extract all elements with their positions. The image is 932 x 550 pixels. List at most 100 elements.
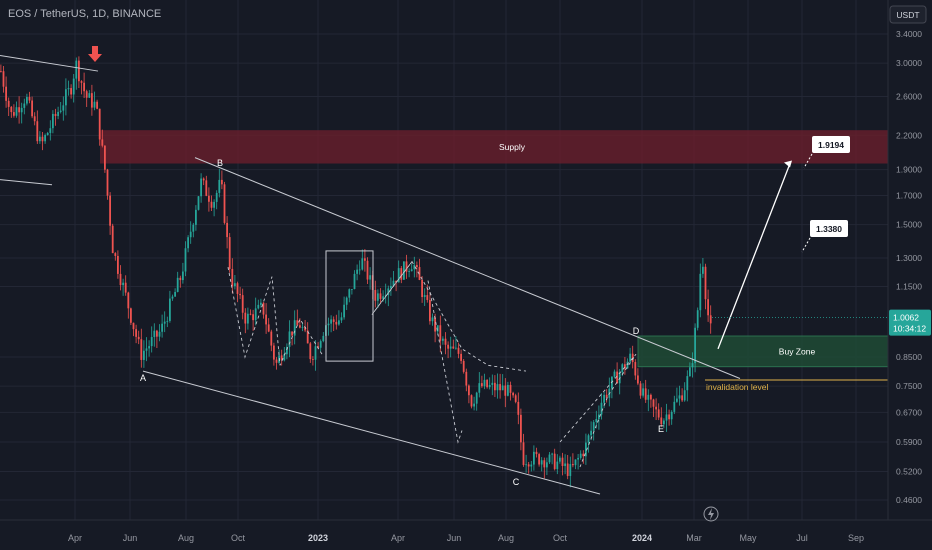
candle-body (291, 331, 293, 336)
candle-body (647, 394, 650, 400)
wave-label-d: D (633, 326, 640, 336)
time-axis-bg (0, 520, 932, 550)
price-tick-label: 1.3000 (896, 253, 922, 263)
time-tick-label: Apr (391, 533, 405, 543)
time-tick-label: Sep (848, 533, 864, 543)
candle-body (439, 325, 442, 341)
candle-body (494, 382, 496, 391)
candle-body (527, 464, 530, 467)
candle-body (525, 464, 527, 466)
candle-body (348, 289, 351, 298)
candle-body (598, 414, 600, 420)
candle-body (629, 353, 631, 362)
time-tick-label: Aug (178, 533, 194, 543)
wave-label-e: E (658, 424, 664, 434)
candle-body (546, 462, 548, 468)
candle-body (616, 371, 618, 384)
price-tick-label: 0.5200 (896, 466, 922, 476)
lightning-icon-ring[interactable] (703, 506, 719, 522)
candle-body (301, 326, 304, 328)
lightning-icon-bolt[interactable] (708, 508, 714, 520)
candle-body (57, 111, 59, 117)
time-tick-label: Aug (498, 533, 514, 543)
candle-body (179, 277, 182, 281)
candle-body (26, 97, 28, 104)
price-axis-bg (888, 0, 932, 550)
time-tick-label: 2023 (308, 533, 328, 543)
candle-body (676, 398, 678, 402)
candle-body (36, 121, 39, 142)
candle-body (280, 355, 283, 361)
lightning-icon[interactable] (703, 506, 719, 522)
down-arrow-icon (88, 46, 102, 62)
candle-body (197, 196, 200, 210)
candle-body (343, 304, 345, 318)
target-callout-1-pointer (803, 153, 813, 169)
candle-body (408, 271, 410, 272)
candle-body (400, 268, 403, 280)
consolidation-box (325, 250, 374, 362)
candle-body (668, 414, 670, 420)
symbol-title: EOS / TetherUS, 1D, BINANCE (8, 8, 162, 20)
candle-body (704, 266, 707, 300)
candle-body (275, 359, 278, 363)
wave-label-c: C (513, 477, 520, 487)
candle-body (444, 338, 447, 345)
candle-body (366, 260, 369, 280)
candle-body (574, 459, 577, 466)
dashed-wave-path (227, 267, 323, 366)
candle-body (689, 367, 691, 377)
target-callout-1-box (812, 136, 850, 153)
projection-arrow-line (717, 163, 791, 350)
candle-body (361, 258, 364, 270)
candle-body (127, 292, 130, 309)
candle-body (93, 101, 96, 108)
candle-body (694, 327, 696, 364)
candle-body (449, 346, 452, 349)
candle-body (421, 279, 423, 298)
time-tick-label: 2024 (632, 533, 652, 543)
time-tick-label: Oct (553, 533, 568, 543)
candle-body (395, 280, 397, 283)
candle-body (117, 255, 119, 274)
candle-body (83, 82, 85, 92)
candle-body (663, 420, 665, 425)
candle-body (88, 93, 91, 98)
candle-body (2, 71, 5, 87)
candle-body (262, 302, 265, 315)
candle-body (20, 107, 23, 113)
candle-body (470, 395, 473, 407)
candle-body (41, 136, 44, 142)
countdown-value: 10:34:12 (893, 324, 926, 334)
candle-body (514, 395, 517, 402)
currency-button-label[interactable]: USDT (896, 10, 919, 20)
candle-body (122, 282, 124, 286)
candle-body (192, 224, 195, 232)
candle-body (218, 179, 221, 193)
candle-body (590, 430, 592, 436)
candle-body (10, 106, 13, 113)
candle-body (54, 113, 57, 117)
price-tick-label: 0.8500 (896, 352, 922, 362)
candle-body (150, 337, 153, 347)
candle-body (111, 225, 114, 254)
candle-body (520, 414, 522, 443)
currency-button-bg[interactable] (889, 5, 927, 24)
candle-body (478, 383, 481, 393)
candle-body (673, 401, 676, 412)
lower-channel-line (142, 370, 601, 495)
target-callout-2-value: 1.3380 (816, 224, 842, 234)
candle-body (592, 422, 595, 431)
price-tick-label: 1.1500 (896, 282, 922, 292)
candle-body (377, 293, 379, 301)
candle-body (15, 107, 18, 116)
candle-body (434, 317, 436, 332)
candle-body (319, 341, 322, 348)
candle-body (148, 346, 150, 349)
candle-body (460, 353, 462, 361)
candle-body (65, 89, 67, 106)
time-tick-label: Oct (231, 533, 246, 543)
currency-button[interactable]: USDT (889, 5, 927, 24)
candle-body (140, 339, 143, 360)
